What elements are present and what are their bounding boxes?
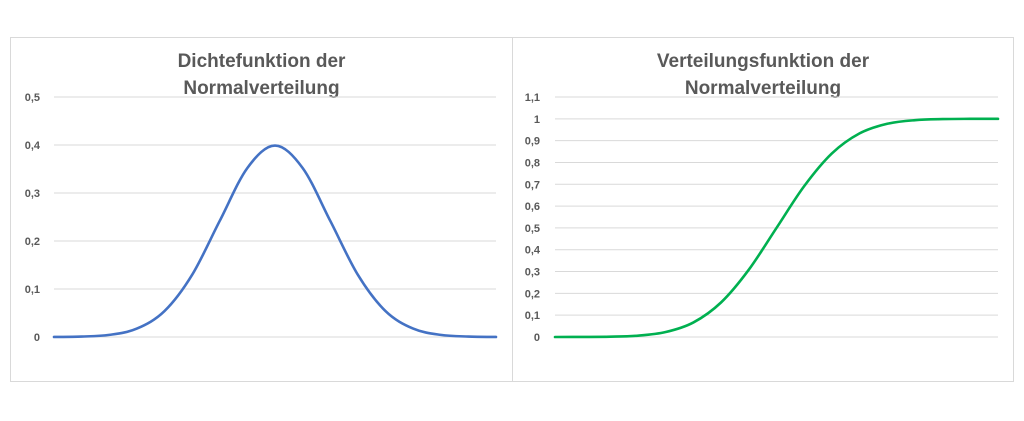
cdf-chart-title-line2: Normalverteilung: [684, 78, 842, 99]
cdf-ytick-label: 1,1: [525, 92, 540, 104]
density-chart-title-line2: Normalverteilung: [183, 78, 340, 99]
density-chart-plot: 0 0,1 0,2 0,3 0,4 0,5: [25, 92, 498, 344]
cdf-ytick-label: 0,3: [525, 267, 540, 279]
cdf-chart-title: Verteilungsfunktion der Normalverteilung: [513, 48, 1013, 102]
cdf-ytick-label: 0: [534, 332, 540, 344]
cdf-ytick-label: 0,8: [525, 157, 540, 169]
cdf-chart-panel: Verteilungsfunktion der Normalverteilung…: [512, 37, 1014, 382]
cdf-series-line: [553, 117, 1000, 339]
density-ytick-label: 0: [34, 332, 40, 344]
density-ytick-label: 0,3: [25, 188, 40, 200]
density-ytick-label: 0,4: [25, 140, 41, 152]
density-series-line: [52, 144, 498, 339]
density-chart-panel: Dichtefunktion der Normalverteilung 0 0,1…: [10, 37, 513, 382]
cdf-ytick-label: 0,2: [525, 288, 540, 300]
density-ytick-label: 0,1: [25, 284, 40, 296]
cdf-chart-plot: 0 0,1 0,2 0,3 0,4 0,5 0,6 0,7 0,8 0,9 1 1,1: [525, 92, 1000, 344]
cdf-ytick-label: 0,7: [525, 179, 540, 191]
density-chart-title: Dichtefunktion der Normalverteilung: [11, 48, 512, 102]
cdf-ytick-label: 0,5: [525, 223, 540, 235]
density-ytick-label: 0,2: [25, 236, 40, 248]
density-chart-title-line1: Dichtefunktion der: [177, 51, 346, 72]
density-ytick-label: 0,5: [25, 92, 40, 104]
cdf-chart-title-line1: Verteilungsfunktion der: [656, 51, 870, 72]
cdf-ytick-label: 0,6: [525, 201, 540, 213]
cdf-ytick-label: 0,9: [525, 136, 540, 148]
cdf-ytick-label: 0,1: [525, 310, 540, 322]
cdf-ytick-label: 1: [534, 114, 540, 126]
cdf-ytick-label: 0,4: [525, 245, 541, 257]
